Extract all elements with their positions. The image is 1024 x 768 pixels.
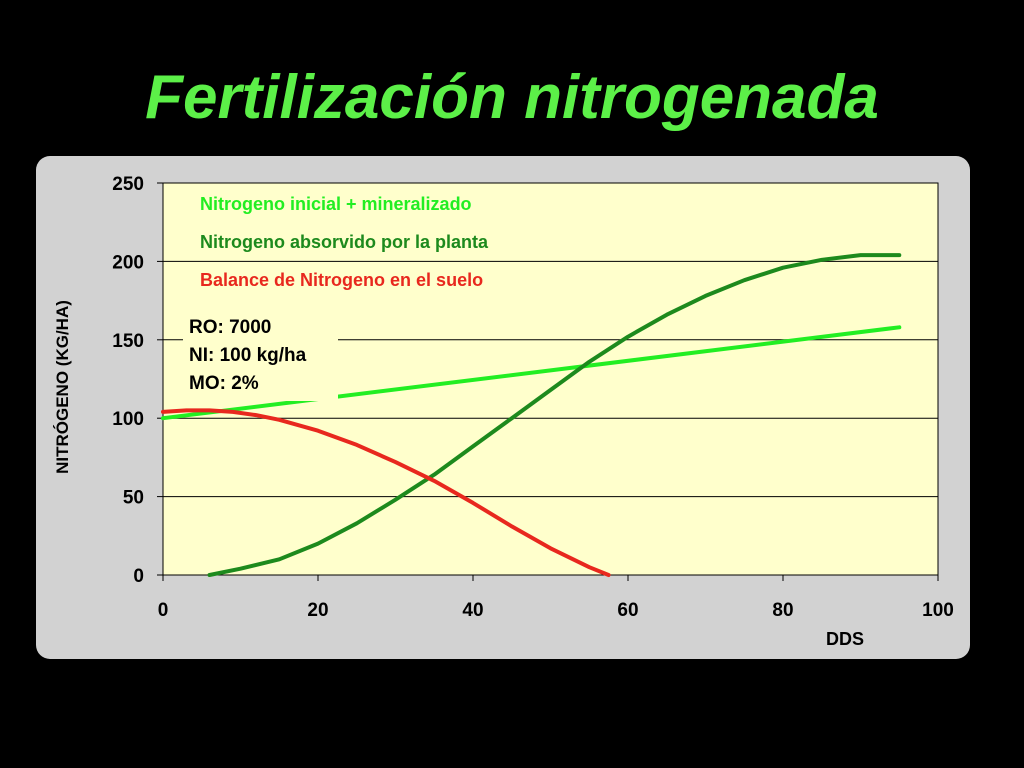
y-axis-title: NITRÓGENO (KG/HA) (53, 300, 72, 474)
series-line-1 (161, 325, 902, 421)
legend-entry-2: Nitrogeno absorvido por la planta (200, 232, 489, 252)
y-tick-label: 250 (112, 174, 144, 195)
annotation-line-2: NI: 100 kg/ha (189, 345, 307, 366)
x-axis-title: DDS (826, 629, 864, 649)
x-tick-label: 60 (617, 600, 638, 621)
nitrogen-chart: 0 50 100 150 200 250 0 20 40 60 80 100 DDS NITRÓGENO … (53, 174, 954, 649)
annotation-line-3: MO: 2% (189, 373, 259, 394)
x-tick-label: 40 (462, 600, 483, 621)
series-line-3 (161, 408, 611, 577)
series-line-2 (207, 253, 902, 577)
y-tick-label: 200 (112, 252, 144, 273)
x-tick-label: 100 (922, 600, 954, 621)
y-tick-label: 0 (133, 566, 144, 587)
y-tick-label: 150 (112, 331, 144, 352)
y-tick-label: 50 (123, 488, 144, 509)
annotation-box (183, 313, 338, 401)
x-tick-label: 20 (307, 600, 328, 621)
x-tick-label: 0 (158, 600, 169, 621)
x-tick-label: 80 (772, 600, 793, 621)
slide-title: Fertilización nitrogenada (145, 63, 879, 132)
y-tick-label: 100 (112, 409, 144, 430)
legend-entry-1: Nitrogeno inicial + mineralizado (200, 194, 472, 214)
annotation-line-1: RO: 7000 (189, 317, 271, 338)
legend-entry-3: Balance de Nitrogeno en el suelo (200, 270, 483, 290)
